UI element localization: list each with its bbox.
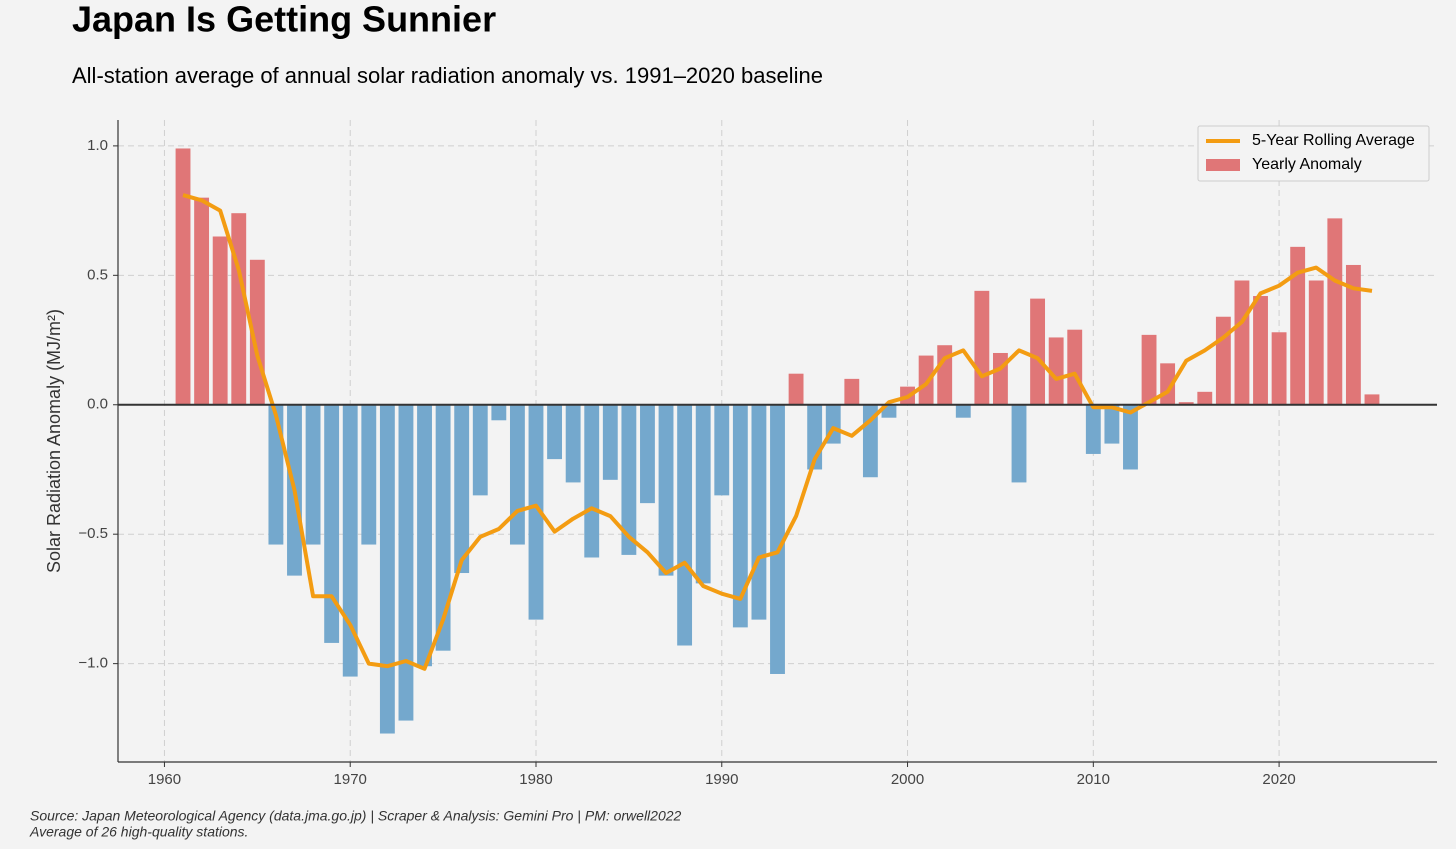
legend-label: 5-Year Rolling Average: [1252, 132, 1415, 149]
bar: [231, 213, 247, 405]
x-tick-label: 2010: [1077, 771, 1110, 788]
bar: [658, 404, 674, 576]
bar: [1030, 298, 1046, 405]
bar: [918, 355, 934, 405]
chart-title: Japan Is Getting Sunnier: [72, 0, 496, 40]
legend-swatch: [1206, 159, 1240, 171]
bar: [1271, 332, 1287, 405]
bar: [1345, 264, 1361, 405]
footnote: Average of 26 high-quality stations.: [29, 824, 248, 840]
bar: [454, 404, 470, 574]
bar: [621, 404, 637, 555]
rolling-line: [182, 193, 1373, 671]
bar: [732, 404, 748, 628]
y-axis-label: Solar Radiation Anomaly (MJ/m²): [44, 309, 64, 573]
bar: [1011, 404, 1027, 483]
bar: [547, 404, 563, 460]
bar: [640, 404, 655, 504]
bar: [194, 197, 210, 405]
bar: [435, 404, 451, 651]
bar: [1178, 402, 1194, 405]
bar: [1290, 246, 1306, 405]
legend-box: [1197, 125, 1430, 182]
bar: [1048, 337, 1064, 405]
y-tick-label: 1.0: [87, 137, 108, 154]
bar: [714, 404, 730, 496]
x-tick-label: 1990: [705, 771, 738, 788]
x-tick-label: 2000: [891, 771, 924, 788]
bar: [305, 404, 321, 545]
y-tick-label: 0.0: [87, 396, 108, 413]
bar: [955, 404, 971, 418]
bar: [509, 404, 525, 545]
bar: [677, 404, 693, 646]
y-tick-label: −1.0: [78, 655, 108, 672]
bar: [324, 404, 340, 643]
bar: [1308, 280, 1324, 405]
chart-subtitle: All-station average of annual solar radi…: [72, 63, 823, 88]
footnote: Source: Japan Meteorological Agency (dat…: [30, 808, 682, 824]
y-tick-label: 0.5: [87, 266, 108, 283]
bar: [1104, 404, 1120, 444]
bar: [751, 404, 767, 620]
bar: [1197, 391, 1213, 405]
bar: [770, 404, 785, 674]
bar: [212, 236, 228, 405]
bar: [175, 148, 191, 405]
bar: [417, 404, 432, 667]
bar: [1141, 334, 1157, 405]
bar: [565, 404, 581, 483]
bar: [528, 404, 544, 620]
bar: [1253, 296, 1268, 405]
bar: [1067, 329, 1083, 405]
x-tick-label: 1980: [519, 771, 552, 788]
bar: [398, 404, 414, 721]
x-tick-label: 1970: [334, 771, 367, 788]
bar: [1085, 404, 1101, 454]
bar: [844, 378, 860, 405]
bar: [491, 404, 507, 421]
x-tick-label: 1960: [148, 771, 181, 788]
bar: [695, 404, 711, 584]
bar: [788, 373, 804, 405]
bar: [1234, 280, 1250, 405]
bar: [1364, 394, 1380, 405]
legend-label: Yearly Anomaly: [1252, 156, 1362, 173]
bar: [1327, 218, 1343, 405]
bar: [472, 404, 488, 496]
bar: [602, 404, 618, 480]
bar: [268, 404, 284, 545]
x-tick-label: 2020: [1262, 771, 1295, 788]
bar: [974, 290, 990, 405]
bar: [361, 404, 377, 545]
bar: [342, 404, 358, 677]
bar: [1215, 316, 1231, 405]
bar: [1123, 404, 1138, 470]
bar: [584, 404, 600, 558]
bar: [379, 404, 395, 734]
y-tick-label: −0.5: [78, 525, 108, 542]
